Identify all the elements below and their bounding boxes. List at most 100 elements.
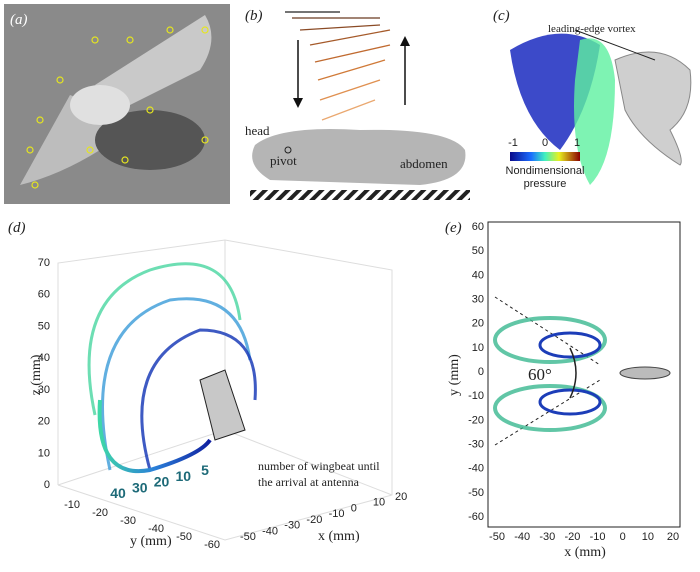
pivot-label: pivot (270, 153, 297, 168)
x-tick-label: -50 (489, 531, 505, 543)
x-tick-label: -10 (329, 508, 345, 520)
y-tick-label: 30 (472, 294, 484, 306)
y-tick-label: -60 (468, 511, 484, 523)
panel-b: (b) head pivot abdomen (245, 8, 470, 200)
y-tick-label: -20 (468, 414, 484, 426)
trajectory (538, 388, 602, 416)
z-tick-label: 20 (38, 416, 50, 428)
x-tick-label: -20 (306, 514, 322, 526)
y-tick-label: -30 (468, 439, 484, 451)
panel-d: (d) z (mm) y (mm) x (mm) number of wingb… (8, 220, 407, 551)
x-tick-label: 0 (351, 502, 357, 514)
x-tick-label: -20 (564, 531, 580, 543)
panel-label: (d) (8, 220, 26, 236)
body (619, 366, 671, 380)
pivot-dot (284, 146, 292, 154)
z-tick-label: 10 (38, 447, 50, 459)
colorbar (510, 152, 580, 161)
note: the arrival at antenna (258, 475, 360, 489)
wingbeat-label: 10 (175, 468, 191, 484)
wingbeat-label: 40 (110, 485, 126, 501)
y-tick-label: -40 (148, 523, 164, 535)
note: number of wingbeat until (258, 459, 380, 473)
wingbeat-label: 30 (132, 479, 148, 495)
x-tick-label: -30 (284, 520, 300, 532)
z-tick-label: 70 (38, 257, 50, 269)
axis-label: y (mm) (447, 354, 462, 396)
head-label: head (245, 123, 270, 138)
panel-label: (b) (245, 8, 263, 24)
trajectory (538, 331, 602, 359)
x-tick-label: 20 (667, 531, 679, 543)
x-tick-label: 10 (642, 531, 654, 543)
panel-e: (e) 60° y (mm) x (mm) 60 50 40 30 20 10 0 -10 -2… (445, 220, 681, 560)
body (252, 129, 466, 185)
y-tick-label: -40 (468, 463, 484, 475)
colorbar-tick: -1 (508, 137, 518, 149)
body (199, 369, 246, 441)
y-tick-label: 0 (478, 366, 484, 378)
wingbeat-label: 20 (154, 474, 170, 490)
x-tick-label: -50 (240, 531, 256, 543)
x-tick-label: -40 (262, 525, 278, 537)
wing-positions (285, 11, 401, 151)
panel-label: (a) (10, 12, 28, 28)
body (614, 51, 692, 166)
colorbar-title: pressure (524, 178, 567, 190)
z-tick-label: 0 (44, 479, 50, 491)
y-tick-label: -10 (468, 390, 484, 402)
panel-label: (e) (445, 220, 462, 236)
abdomen-label: abdomen (400, 156, 448, 171)
trajectory (140, 328, 257, 471)
panel-label: (c) (493, 8, 510, 24)
y-tick-label: -50 (176, 531, 192, 543)
x-tick-label: -40 (514, 531, 530, 543)
x-tick-label: 0 (620, 531, 626, 543)
axis-label: x (mm) (318, 529, 360, 544)
colorbar-tick: 0 (542, 137, 548, 149)
axis-label: x (mm) (564, 545, 606, 560)
pressure-surface (574, 38, 615, 186)
markers (26, 26, 209, 189)
trajectory (101, 297, 252, 471)
z-tick-label: 60 (38, 289, 50, 301)
wingbeat-label: 5 (201, 462, 209, 478)
colorbar-title: Nondimensional (506, 165, 585, 177)
x-tick-label: -30 (539, 531, 555, 543)
angle-label: 60° (528, 365, 552, 384)
z-tick-label: 40 (38, 352, 50, 364)
axis-label: y (mm) (130, 534, 172, 549)
y-tick-label: 20 (472, 318, 484, 330)
trajectory (493, 384, 607, 432)
y-tick-label: -30 (120, 515, 136, 527)
z-tick-label: 50 (38, 320, 50, 332)
y-tick-label: -10 (64, 499, 80, 511)
x-tick-label: -10 (590, 531, 606, 543)
dashed-line (494, 296, 601, 366)
abdomen (95, 110, 205, 170)
annotation: leading-edge vortex (548, 23, 636, 35)
arrow-head (400, 36, 410, 46)
x-tick-label: 20 (395, 491, 407, 503)
z-tick-label: 30 (38, 384, 50, 396)
trajectory (97, 399, 212, 474)
y-tick-label: -60 (204, 539, 220, 551)
pointer (574, 29, 656, 61)
x-tick-label: 10 (373, 497, 385, 509)
y-tick-label: -20 (92, 507, 108, 519)
y-tick-label: -50 (468, 487, 484, 499)
axis-label: z (mm) (29, 354, 44, 395)
y-tick-label: 40 (472, 269, 484, 281)
ground (250, 190, 470, 200)
colorbar-tick: 1 (574, 137, 580, 149)
trajectory (493, 316, 607, 364)
panel-c: (c) leading-edge vortex Nondimensional p… (493, 8, 692, 190)
y-tick-label: 60 (472, 221, 484, 233)
trajectory (87, 262, 242, 416)
y-tick-label: 10 (472, 342, 484, 354)
arrow-head (293, 98, 303, 108)
angle-arc (569, 347, 577, 399)
plot-frame (487, 221, 681, 528)
